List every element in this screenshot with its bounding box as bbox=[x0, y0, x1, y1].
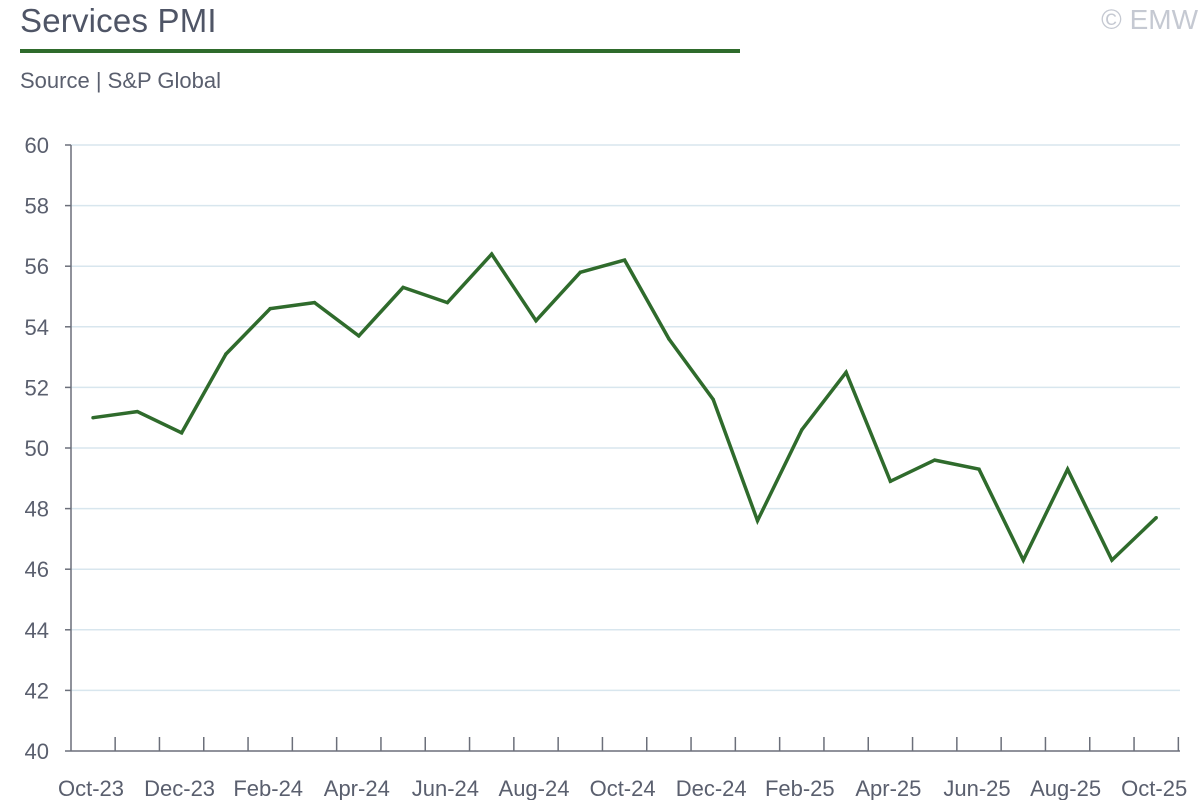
x-tick-label: Feb-24 bbox=[233, 776, 303, 800]
data-point bbox=[800, 428, 804, 432]
y-tick-label: 44 bbox=[25, 618, 49, 643]
data-point bbox=[711, 397, 715, 402]
x-tick-label: Dec-23 bbox=[144, 776, 215, 800]
x-tick-label: Feb-25 bbox=[765, 776, 835, 800]
chart-title: Services PMI bbox=[20, 2, 217, 39]
data-point bbox=[401, 285, 405, 290]
y-tick-label: 46 bbox=[25, 557, 49, 582]
y-tick-label: 60 bbox=[25, 133, 49, 158]
chart-source: Source | S&P Global bbox=[20, 68, 221, 93]
data-point bbox=[578, 270, 582, 274]
title-underline bbox=[20, 49, 740, 53]
data-point bbox=[179, 431, 184, 435]
y-tick-label: 58 bbox=[25, 194, 49, 219]
x-tick-label: Apr-25 bbox=[855, 776, 921, 800]
x-tick-label: Oct-23 bbox=[58, 776, 124, 800]
gridlines bbox=[71, 144, 1180, 692]
x-tick-label: Jun-25 bbox=[943, 776, 1010, 800]
series-layer bbox=[91, 251, 1158, 565]
y-tick-label: 40 bbox=[25, 739, 49, 764]
y-tick-label: 56 bbox=[25, 254, 49, 279]
data-point bbox=[490, 252, 494, 256]
x-tick-label: Apr-24 bbox=[324, 776, 390, 800]
y-tick-labels: 40 42 44 46 48 50 52 54 56 58 60 bbox=[25, 133, 49, 764]
data-point bbox=[1110, 558, 1114, 562]
axes bbox=[65, 144, 1180, 752]
data-point bbox=[977, 467, 981, 471]
data-point bbox=[312, 300, 317, 305]
data-point bbox=[1021, 558, 1025, 562]
x-tick-label: Dec-24 bbox=[676, 776, 747, 800]
data-point bbox=[357, 334, 361, 338]
data-point bbox=[224, 352, 228, 356]
data-point bbox=[622, 258, 627, 262]
copyright-watermark: © EMW bbox=[1101, 4, 1198, 35]
y-tick-label: 54 bbox=[25, 315, 49, 340]
y-tick-label: 42 bbox=[25, 678, 49, 703]
x-tick-labels: Oct-23 Dec-23 Feb-24 Apr-24 Jun-24 Aug-24 Oct-… bbox=[58, 776, 1187, 800]
data-point bbox=[1154, 515, 1158, 520]
data-point bbox=[135, 409, 139, 414]
data-point bbox=[844, 370, 848, 374]
x-tick-label: Oct-24 bbox=[590, 776, 656, 800]
data-point bbox=[445, 300, 450, 305]
data-point bbox=[91, 416, 95, 420]
series-line bbox=[92, 251, 1158, 565]
data-point bbox=[268, 306, 272, 311]
data-point bbox=[933, 458, 937, 462]
x-tick-label: Aug-24 bbox=[499, 776, 570, 800]
data-point bbox=[888, 479, 893, 484]
x-tick-label: Jun-24 bbox=[412, 776, 479, 800]
data-point bbox=[534, 319, 538, 323]
y-tick-label: 50 bbox=[25, 436, 49, 461]
y-tick-label: 48 bbox=[25, 497, 49, 522]
y-tick-label: 52 bbox=[25, 375, 49, 400]
x-tick-label: Oct-25 bbox=[1121, 776, 1187, 800]
data-point bbox=[755, 519, 760, 523]
x-tick-label: Aug-25 bbox=[1030, 776, 1101, 800]
data-point bbox=[1065, 467, 1070, 471]
data-point bbox=[667, 337, 671, 341]
